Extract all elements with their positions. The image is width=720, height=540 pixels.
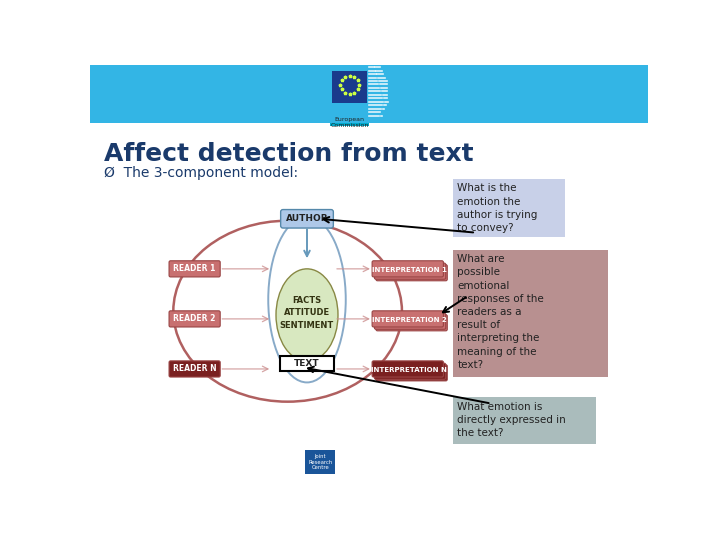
- FancyBboxPatch shape: [169, 361, 220, 377]
- Bar: [453, 249, 608, 377]
- FancyBboxPatch shape: [374, 363, 446, 379]
- FancyBboxPatch shape: [169, 261, 220, 277]
- Bar: [453, 397, 596, 444]
- Text: READER N: READER N: [173, 364, 217, 374]
- FancyBboxPatch shape: [169, 311, 220, 327]
- Text: READER 2: READER 2: [174, 314, 216, 323]
- Text: Joint
Research
Centre: Joint Research Centre: [308, 454, 333, 470]
- FancyBboxPatch shape: [280, 356, 334, 372]
- Bar: [453, 179, 565, 237]
- FancyBboxPatch shape: [376, 265, 447, 281]
- Text: Ø  The 3-component model:: Ø The 3-component model:: [104, 166, 298, 180]
- FancyBboxPatch shape: [374, 313, 446, 329]
- FancyBboxPatch shape: [374, 263, 446, 279]
- Bar: [330, 123, 369, 126]
- FancyBboxPatch shape: [372, 311, 444, 327]
- Ellipse shape: [276, 269, 338, 361]
- Text: What is the
emotion the
author is trying
to convey?: What is the emotion the author is trying…: [457, 184, 538, 233]
- FancyBboxPatch shape: [372, 261, 444, 277]
- FancyBboxPatch shape: [281, 210, 333, 228]
- Text: What emotion is
directly expressed in
the text?: What emotion is directly expressed in th…: [457, 402, 566, 438]
- FancyBboxPatch shape: [376, 364, 447, 381]
- Text: European
Commission: European Commission: [330, 117, 369, 128]
- Text: INTERPRETATION 1: INTERPRETATION 1: [372, 267, 446, 273]
- FancyBboxPatch shape: [372, 361, 444, 377]
- Text: READER 1: READER 1: [174, 265, 216, 273]
- FancyBboxPatch shape: [376, 315, 447, 331]
- Text: INTERPRETATION N: INTERPRETATION N: [372, 367, 447, 373]
- Bar: [305, 450, 335, 475]
- Text: Affect detection from text: Affect detection from text: [104, 142, 474, 166]
- Text: TEXT: TEXT: [294, 359, 320, 368]
- Bar: [332, 71, 367, 103]
- Bar: [90, 65, 648, 123]
- Text: AUTHOR: AUTHOR: [286, 214, 328, 224]
- Text: What are
possible
emotional
responses of the
readers as a
result of
interpreting: What are possible emotional responses of…: [457, 254, 544, 370]
- Text: FACTS
ATTITUDE
SENTIMENT: FACTS ATTITUDE SENTIMENT: [280, 296, 334, 330]
- Text: INTERPRETATION 2: INTERPRETATION 2: [372, 316, 446, 323]
